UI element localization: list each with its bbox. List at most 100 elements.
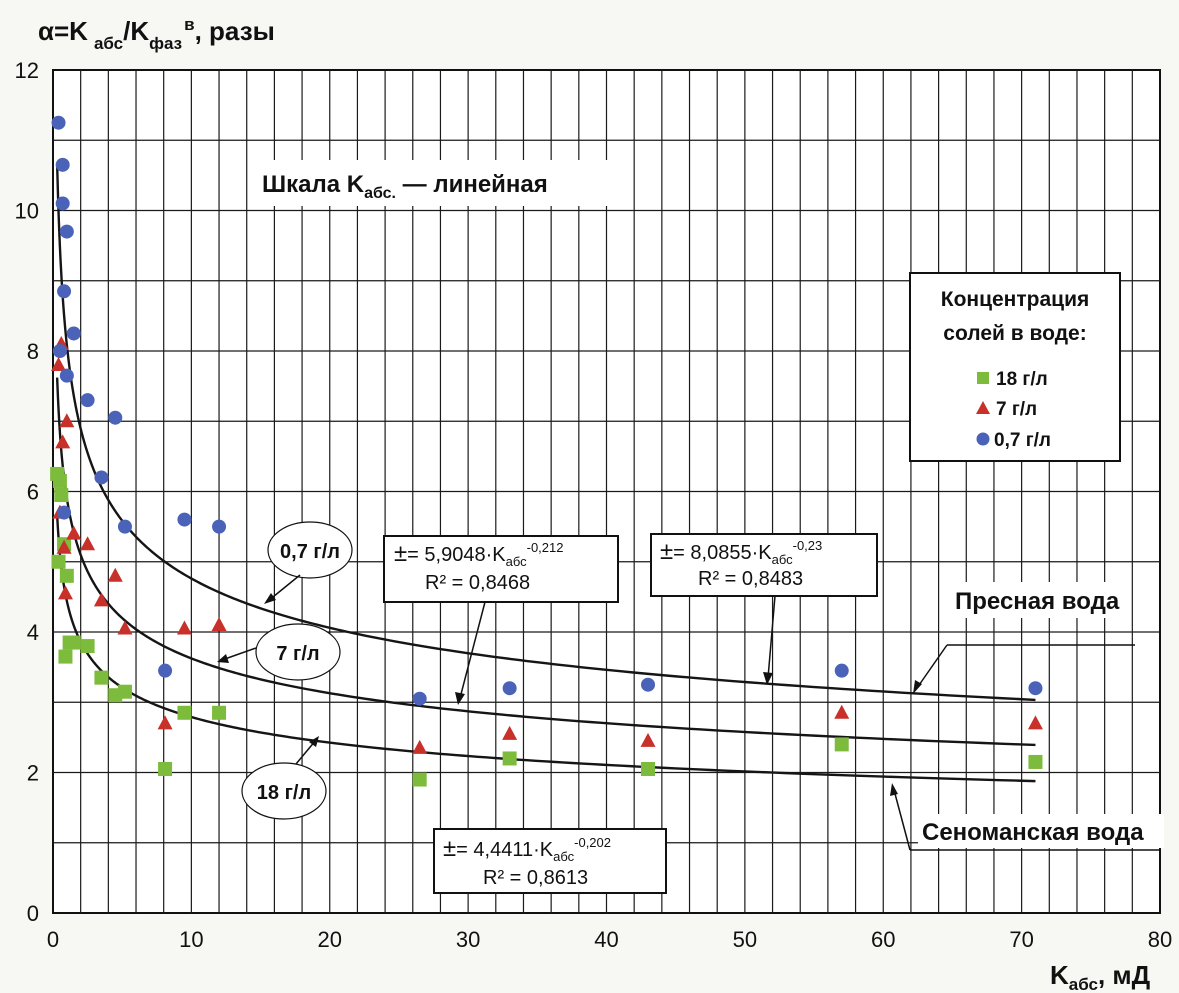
point-7gl <box>56 539 72 554</box>
y-tick-label: 0 <box>27 901 39 926</box>
x-tick-label: 60 <box>871 927 895 952</box>
point-07gl <box>158 663 173 678</box>
point-07gl <box>59 224 74 239</box>
x-tick-label: 40 <box>594 927 618 952</box>
point-07gl <box>57 505 72 520</box>
point-7gl <box>157 715 173 730</box>
point-18gl <box>641 761 656 776</box>
equation-box-7: ±= 5,9048·Kабс-0,212 R² = 0,8468 <box>383 535 619 705</box>
legend-item-18: 18 г/л <box>996 369 1048 390</box>
point-07gl <box>117 519 132 534</box>
equation-box-07: ±= 8,0855·Kабс-0,23 R² = 0,8483 <box>650 533 878 685</box>
svg-text:R² = 0,8468: R² = 0,8468 <box>425 572 530 594</box>
point-18gl <box>52 473 67 488</box>
point-07gl <box>412 691 427 706</box>
svg-text:0,7 г/л: 0,7 г/л <box>280 541 340 563</box>
svg-text:18 г/л: 18 г/л <box>257 782 311 804</box>
point-7gl <box>59 413 75 428</box>
curve-label-18: 18 г/л <box>241 736 327 820</box>
point-7gl <box>176 620 192 635</box>
point-7gl <box>57 585 73 600</box>
legend-title-line1: Концентрация <box>941 288 1089 311</box>
svg-text:±= 5,9048·Kабс-0,212: ±= 5,9048·Kабс-0,212 <box>394 540 564 569</box>
svg-text:7 г/л: 7 г/л <box>276 643 319 665</box>
point-07gl <box>834 663 849 678</box>
point-18gl <box>834 737 849 752</box>
x-tick-label: 0 <box>47 927 59 952</box>
legend-marker-7 <box>976 401 990 414</box>
point-18gl <box>177 705 192 720</box>
x-axis-label: Kабс, мД <box>1050 960 1151 993</box>
point-7gl <box>502 725 518 740</box>
point-18gl <box>54 488 69 503</box>
y-tick-labels: 0 2 4 6 8 10 12 <box>15 58 39 926</box>
equation-box-18: ±= 4,4411·Kабс-0,202 R² = 0,8613 <box>433 828 667 894</box>
point-18gl <box>66 635 81 650</box>
legend: Концентрация солей в воде: 18 г/л 7 г/л … <box>909 272 1121 462</box>
point-18gl <box>117 684 132 699</box>
point-7gl <box>412 739 428 754</box>
point-18gl <box>212 705 227 720</box>
point-07gl <box>55 157 70 172</box>
point-07gl <box>177 512 192 527</box>
svg-text:±= 4,4411·Kабс-0,202: ±= 4,4411·Kабс-0,202 <box>443 835 611 864</box>
point-7gl <box>117 620 133 635</box>
point-07gl <box>641 677 656 692</box>
point-7gl <box>80 536 96 551</box>
point-18gl <box>58 649 73 664</box>
point-07gl <box>212 519 227 534</box>
point-7gl <box>1027 715 1043 730</box>
point-7gl <box>640 732 656 747</box>
svg-text:Сеноманская вода: Сеноманская вода <box>922 819 1144 846</box>
point-07gl <box>94 470 109 485</box>
curve-label-07: 0,7 г/л <box>264 521 353 604</box>
legend-marker-07 <box>976 432 990 446</box>
svg-text:±= 8,0855·Kабс-0,23: ±= 8,0855·Kабс-0,23 <box>660 538 822 567</box>
legend-item-07: 0,7 г/л <box>994 430 1051 451</box>
point-18gl <box>158 761 173 776</box>
point-07gl <box>59 368 74 383</box>
svg-text:Пресная вода: Пресная вода <box>955 588 1120 615</box>
svg-text:R² = 0,8613: R² = 0,8613 <box>483 867 588 889</box>
x-tick-label: 10 <box>179 927 203 952</box>
point-07gl <box>1028 681 1043 696</box>
y-tick-label: 8 <box>27 339 39 364</box>
legend-title-line2: солей в воде: <box>943 322 1086 345</box>
point-7gl <box>211 616 227 631</box>
data-points <box>50 115 1043 787</box>
annotation-fresh-water: Пресная вода <box>913 582 1135 694</box>
svg-text:R² = 0,8483: R² = 0,8483 <box>698 568 803 590</box>
point-7gl <box>51 357 67 372</box>
y-tick-label: 10 <box>15 199 39 224</box>
curve-label-7: 7 г/л <box>217 623 341 681</box>
legend-item-7: 7 г/л <box>996 399 1037 420</box>
legend-marker-18 <box>977 372 989 384</box>
point-18gl <box>502 751 517 766</box>
point-07gl <box>108 410 123 425</box>
point-7gl <box>93 592 109 607</box>
x-tick-label: 80 <box>1148 927 1172 952</box>
point-18gl <box>94 670 109 685</box>
point-07gl <box>51 115 66 130</box>
point-7gl <box>834 704 850 719</box>
y-tick-label: 12 <box>15 58 39 83</box>
point-7gl <box>107 567 123 582</box>
point-07gl <box>66 326 81 341</box>
scale-note: Шкала Kабс. — линейная <box>262 171 548 202</box>
y-tick-label: 4 <box>27 620 39 645</box>
point-18gl <box>412 772 427 787</box>
point-07gl <box>52 344 67 358</box>
x-tick-label: 30 <box>456 927 480 952</box>
point-07gl <box>57 284 72 299</box>
x-tick-label: 70 <box>1009 927 1033 952</box>
point-07gl <box>55 196 70 211</box>
trend-line <box>55 163 1036 702</box>
y-axis-label: α=K абс/Kфазв, разы <box>38 15 275 53</box>
x-tick-label: 50 <box>733 927 757 952</box>
point-7gl <box>55 434 71 449</box>
annotation-cenomanian-water: Сеноманская вода <box>890 783 1164 851</box>
y-tick-label: 2 <box>27 761 39 786</box>
x-tick-label: 20 <box>318 927 342 952</box>
y-tick-label: 6 <box>27 480 39 505</box>
